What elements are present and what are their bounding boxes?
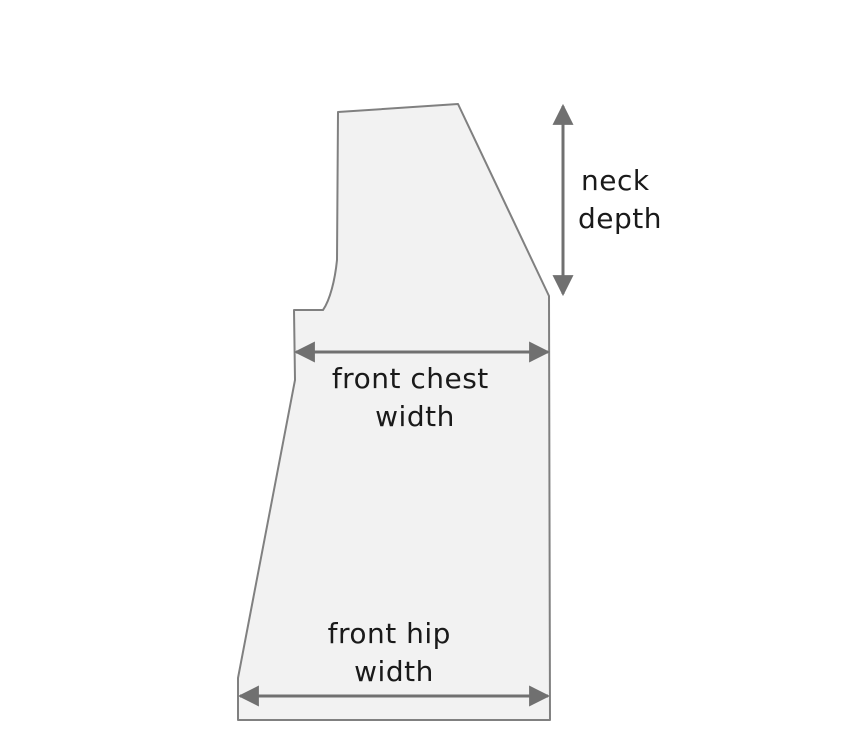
front-chest-width-label-line-1: front chest	[332, 362, 489, 395]
front-hip-width-label-line-2: width	[354, 655, 434, 688]
neck-depth-label-line-1: neck	[581, 164, 650, 197]
front-chest-width-label: front chest width	[332, 362, 498, 433]
front-hip-width-label-line-1: front hip	[328, 617, 451, 650]
front-hip-width-label: front hip width	[328, 617, 461, 688]
front-chest-width-label-line-2: width	[375, 400, 455, 433]
neck-depth-label-line-2: depth	[578, 202, 662, 235]
neck-depth-label: neck depth	[578, 164, 662, 235]
garment-front-piece	[237, 103, 551, 721]
